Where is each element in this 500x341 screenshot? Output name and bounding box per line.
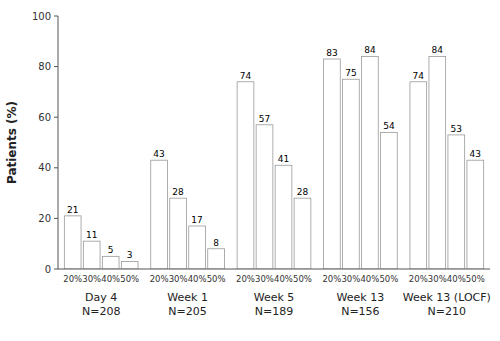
x-tick-label: 40% — [188, 274, 207, 284]
x-tick-label: 40% — [360, 274, 379, 284]
data-label: 17 — [191, 215, 202, 225]
bar — [83, 241, 100, 269]
y-axis: 0 20 40 60 80 100 — [32, 11, 58, 275]
data-label: 75 — [345, 68, 356, 78]
x-tick-label: 30% — [255, 274, 274, 284]
x-tick-label: 50% — [120, 274, 139, 284]
data-label: 54 — [383, 121, 395, 131]
bars — [64, 56, 483, 269]
bar — [256, 125, 273, 269]
group-label: Week 5N=189 — [254, 291, 295, 318]
x-tick-label: 40% — [274, 274, 293, 284]
data-label: 74 — [240, 71, 252, 81]
y-tick-label: 60 — [38, 112, 51, 123]
y-tick — [54, 66, 58, 67]
x-axis: 20%30%40%50%Day 4N=20820%30%40%50%Week 1… — [63, 274, 491, 318]
y-tick — [54, 16, 58, 17]
bar — [448, 135, 465, 269]
x-axis-line — [58, 269, 490, 270]
y-tick-label: 0 — [45, 264, 51, 275]
x-tick-label: 30% — [169, 274, 188, 284]
x-tick-label: 40% — [101, 274, 120, 284]
y-tick-label: 20 — [38, 213, 51, 224]
y-tick — [54, 269, 58, 270]
bar — [208, 249, 225, 269]
bar — [410, 82, 427, 269]
data-label: 28 — [297, 187, 309, 197]
bar — [467, 160, 484, 269]
data-label: 11 — [86, 230, 97, 240]
bar — [151, 160, 168, 269]
bar — [381, 132, 398, 269]
y-tick — [54, 117, 58, 118]
x-tick-label: 30% — [341, 274, 360, 284]
data-label: 43 — [470, 149, 481, 159]
data-label: 74 — [413, 71, 425, 81]
x-tick-label: 50% — [207, 274, 226, 284]
y-tick-label: 100 — [32, 11, 51, 22]
data-label: 53 — [451, 124, 462, 134]
x-tick-label: 20% — [63, 274, 82, 284]
bar — [294, 198, 311, 269]
x-tick-label: 50% — [466, 274, 485, 284]
x-tick-label: 30% — [82, 274, 101, 284]
y-axis-label: Patients (%) — [5, 101, 19, 184]
y-tick-label: 80 — [38, 61, 51, 72]
y-tick — [54, 167, 58, 168]
bar — [170, 198, 187, 269]
data-label: 57 — [259, 114, 270, 124]
data-label: 84 — [432, 45, 444, 55]
y-tick-label: 40 — [38, 162, 51, 173]
bar — [237, 82, 254, 269]
group-label: Week 13N=156 — [337, 291, 385, 318]
x-tick-label: 20% — [236, 274, 255, 284]
bar — [189, 226, 206, 269]
x-tick-label: 30% — [428, 274, 447, 284]
group-label: Week 13 (LOCF)N=210 — [403, 291, 491, 318]
x-tick-label: 20% — [409, 274, 428, 284]
bar — [121, 261, 138, 269]
group-label: Day 4N=208 — [82, 291, 120, 318]
x-tick-label: 50% — [379, 274, 398, 284]
bar — [64, 216, 81, 269]
bar — [102, 256, 119, 269]
y-axis-line — [58, 16, 59, 269]
data-label: 3 — [127, 250, 133, 260]
data-label: 83 — [326, 48, 337, 58]
x-tick-label: 40% — [447, 274, 466, 284]
x-tick-label: 20% — [150, 274, 169, 284]
y-tick — [54, 218, 58, 219]
data-label: 84 — [364, 45, 376, 55]
group-label: Week 1N=205 — [167, 291, 208, 318]
bar — [275, 165, 292, 269]
bar — [429, 56, 446, 269]
bar — [343, 79, 360, 269]
bar — [324, 59, 341, 269]
x-tick-label: 50% — [293, 274, 312, 284]
chart: 0204060801002143748374112857758451741845… — [0, 0, 500, 341]
data-label: 28 — [172, 187, 184, 197]
x-tick-label: 20% — [322, 274, 341, 284]
data-label: 8 — [213, 238, 219, 248]
bar — [362, 56, 379, 269]
data-label: 41 — [278, 154, 289, 164]
data-label: 43 — [153, 149, 164, 159]
data-label: 21 — [67, 205, 78, 215]
data-label: 5 — [108, 245, 114, 255]
bar-labels: 21 43 74 83 74 11 28 57 75 84 5 17 41 84 53 3 8 28 54 43 — [67, 45, 481, 260]
